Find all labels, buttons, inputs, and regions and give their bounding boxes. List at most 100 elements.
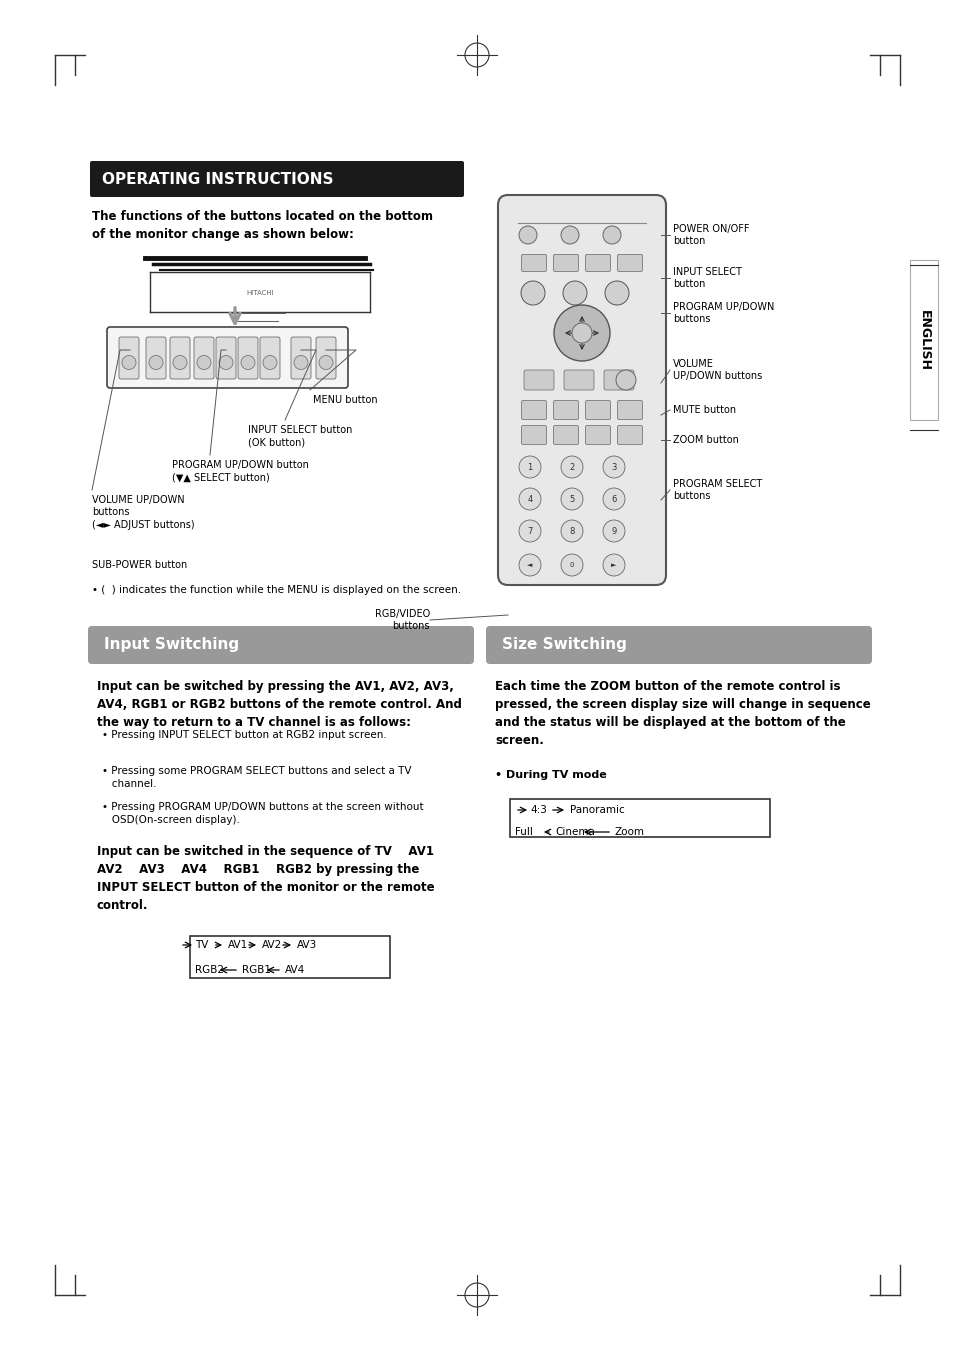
Text: Zoom: Zoom bbox=[615, 827, 644, 838]
Circle shape bbox=[602, 554, 624, 576]
FancyBboxPatch shape bbox=[237, 336, 257, 380]
Circle shape bbox=[241, 355, 254, 370]
Circle shape bbox=[172, 355, 187, 370]
Text: Input can be switched by pressing the AV1, AV2, AV3,
AV4, RGB1 or RGB2 buttons o: Input can be switched by pressing the AV… bbox=[97, 680, 461, 730]
Circle shape bbox=[263, 355, 276, 370]
FancyBboxPatch shape bbox=[119, 336, 139, 380]
Circle shape bbox=[602, 488, 624, 509]
FancyBboxPatch shape bbox=[521, 254, 546, 272]
FancyBboxPatch shape bbox=[563, 370, 594, 390]
Circle shape bbox=[604, 281, 628, 305]
Text: 8: 8 bbox=[569, 527, 574, 535]
Text: Input can be switched in the sequence of TV    AV1
AV2    AV3    AV4    RGB1    : Input can be switched in the sequence of… bbox=[97, 844, 435, 912]
Circle shape bbox=[219, 355, 233, 370]
FancyBboxPatch shape bbox=[553, 400, 578, 420]
FancyBboxPatch shape bbox=[291, 336, 311, 380]
Circle shape bbox=[560, 520, 582, 542]
Circle shape bbox=[518, 226, 537, 245]
FancyBboxPatch shape bbox=[585, 400, 610, 420]
FancyBboxPatch shape bbox=[553, 426, 578, 444]
Text: POWER ON/OFF
button: POWER ON/OFF button bbox=[672, 224, 749, 246]
Text: ENGLISH: ENGLISH bbox=[917, 309, 929, 370]
Circle shape bbox=[122, 355, 136, 370]
Text: VOLUME
UP/DOWN buttons: VOLUME UP/DOWN buttons bbox=[672, 359, 761, 381]
Text: INPUT SELECT
button: INPUT SELECT button bbox=[672, 267, 741, 289]
Text: MENU button: MENU button bbox=[313, 394, 377, 405]
Text: PROGRAM UP/DOWN button
(▼▲ SELECT button): PROGRAM UP/DOWN button (▼▲ SELECT button… bbox=[172, 459, 309, 482]
Text: Cinema: Cinema bbox=[555, 827, 595, 838]
Text: INPUT SELECT button
(OK button): INPUT SELECT button (OK button) bbox=[248, 426, 352, 447]
FancyBboxPatch shape bbox=[585, 254, 610, 272]
Text: Size Switching: Size Switching bbox=[501, 638, 626, 653]
Circle shape bbox=[560, 457, 582, 478]
Text: • (  ) indicates the function while the MENU is displayed on the screen.: • ( ) indicates the function while the M… bbox=[91, 585, 460, 594]
Text: OPERATING INSTRUCTIONS: OPERATING INSTRUCTIONS bbox=[102, 173, 334, 188]
Text: The functions of the buttons located on the bottom
of the monitor change as show: The functions of the buttons located on … bbox=[91, 209, 433, 240]
FancyBboxPatch shape bbox=[107, 327, 348, 388]
Text: ◄: ◄ bbox=[527, 562, 532, 567]
Text: RGB2: RGB2 bbox=[194, 965, 224, 975]
Circle shape bbox=[318, 355, 333, 370]
Circle shape bbox=[518, 457, 540, 478]
Text: VOLUME UP/DOWN
buttons
(◄► ADJUST buttons): VOLUME UP/DOWN buttons (◄► ADJUST button… bbox=[91, 494, 194, 530]
Text: AV4: AV4 bbox=[285, 965, 305, 975]
Text: Full: Full bbox=[515, 827, 533, 838]
Circle shape bbox=[562, 281, 586, 305]
FancyBboxPatch shape bbox=[485, 626, 871, 663]
Circle shape bbox=[602, 226, 620, 245]
FancyBboxPatch shape bbox=[603, 370, 634, 390]
Circle shape bbox=[196, 355, 211, 370]
Text: RGB1: RGB1 bbox=[242, 965, 271, 975]
FancyBboxPatch shape bbox=[497, 195, 665, 585]
Circle shape bbox=[294, 355, 308, 370]
Text: Each time the ZOOM button of the remote control is
pressed, the screen display s: Each time the ZOOM button of the remote … bbox=[495, 680, 870, 747]
FancyBboxPatch shape bbox=[146, 336, 166, 380]
FancyBboxPatch shape bbox=[315, 336, 335, 380]
Bar bbox=[190, 936, 390, 978]
Text: RGB/VIDEO
buttons: RGB/VIDEO buttons bbox=[375, 609, 430, 631]
Text: 4: 4 bbox=[527, 494, 532, 504]
Text: • Pressing some PROGRAM SELECT buttons and select a TV
   channel.: • Pressing some PROGRAM SELECT buttons a… bbox=[102, 766, 411, 789]
Circle shape bbox=[149, 355, 163, 370]
Bar bbox=[909, 259, 937, 420]
Text: 3: 3 bbox=[611, 462, 616, 471]
FancyBboxPatch shape bbox=[215, 336, 235, 380]
Text: AV1: AV1 bbox=[228, 940, 248, 950]
FancyBboxPatch shape bbox=[521, 426, 546, 444]
Circle shape bbox=[616, 370, 636, 390]
Circle shape bbox=[602, 457, 624, 478]
FancyBboxPatch shape bbox=[617, 426, 641, 444]
Circle shape bbox=[560, 226, 578, 245]
FancyBboxPatch shape bbox=[617, 254, 641, 272]
FancyBboxPatch shape bbox=[170, 336, 190, 380]
Text: ►: ► bbox=[611, 562, 616, 567]
Text: PROGRAM SELECT
buttons: PROGRAM SELECT buttons bbox=[672, 480, 761, 501]
FancyBboxPatch shape bbox=[521, 400, 546, 420]
FancyBboxPatch shape bbox=[88, 626, 474, 663]
FancyBboxPatch shape bbox=[617, 400, 641, 420]
Text: • Pressing PROGRAM UP/DOWN buttons at the screen without
   OSD(On-screen displa: • Pressing PROGRAM UP/DOWN buttons at th… bbox=[102, 802, 423, 825]
FancyBboxPatch shape bbox=[260, 336, 280, 380]
Circle shape bbox=[518, 488, 540, 509]
Text: Input Switching: Input Switching bbox=[104, 638, 239, 653]
FancyBboxPatch shape bbox=[193, 336, 213, 380]
Text: MUTE button: MUTE button bbox=[672, 405, 736, 415]
FancyBboxPatch shape bbox=[585, 426, 610, 444]
Circle shape bbox=[518, 520, 540, 542]
FancyBboxPatch shape bbox=[90, 161, 463, 197]
Text: SUB-POWER button: SUB-POWER button bbox=[91, 561, 187, 570]
Circle shape bbox=[572, 323, 592, 343]
Text: ZOOM button: ZOOM button bbox=[672, 435, 739, 444]
Circle shape bbox=[520, 281, 544, 305]
Text: AV2: AV2 bbox=[262, 940, 282, 950]
Text: • During TV mode: • During TV mode bbox=[495, 770, 606, 780]
Text: • Pressing INPUT SELECT button at RGB2 input screen.: • Pressing INPUT SELECT button at RGB2 i… bbox=[102, 730, 386, 740]
Text: 2: 2 bbox=[569, 462, 574, 471]
Text: 0: 0 bbox=[569, 562, 574, 567]
Text: 1: 1 bbox=[527, 462, 532, 471]
Text: 5: 5 bbox=[569, 494, 574, 504]
Text: 4:3: 4:3 bbox=[530, 805, 546, 815]
FancyBboxPatch shape bbox=[553, 254, 578, 272]
Text: AV3: AV3 bbox=[296, 940, 317, 950]
Bar bbox=[510, 798, 769, 838]
